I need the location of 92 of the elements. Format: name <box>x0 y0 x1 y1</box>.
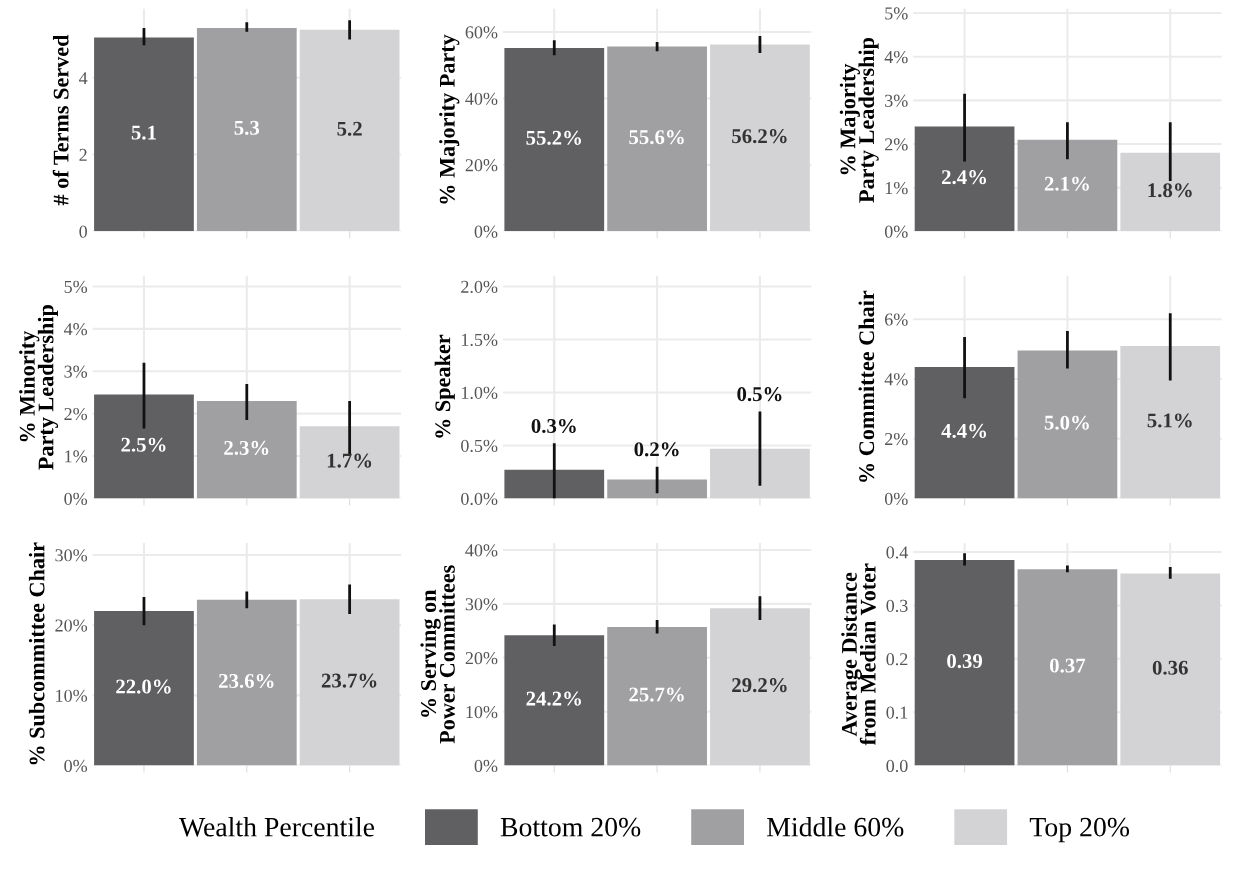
y-tick-label: 0% <box>474 759 498 773</box>
y-axis-title: Average Distance from Median Voter <box>841 563 876 746</box>
data-label: 2.1% <box>1044 176 1089 191</box>
data-label: 23.7% <box>321 673 377 688</box>
legend-label: Top 20% <box>1029 817 1130 843</box>
y-tick-label: 0% <box>64 759 88 773</box>
y-tick-label: 20% <box>465 652 498 665</box>
data-label: 0.2% <box>634 442 679 457</box>
y-tick-label: 30% <box>465 598 498 611</box>
y-tick-label: 2% <box>885 138 908 151</box>
legend-title: Wealth Percentile <box>179 816 375 837</box>
data-label: 0.37 <box>1049 658 1086 673</box>
y-tick-label: 3% <box>885 94 908 107</box>
y-tick-label: 0.5% <box>461 439 498 452</box>
y-tick-label: 0% <box>884 492 908 505</box>
y-tick-label: 0 <box>79 225 87 238</box>
data-label: 56.2% <box>732 129 787 144</box>
data-label: 24.2% <box>526 691 581 706</box>
y-axis-title: # of Terms Served <box>52 34 69 206</box>
data-label: 5.2 <box>337 121 362 136</box>
y-axis-title: % Majority Party Leadership <box>839 37 879 203</box>
y-axis-title: % Speaker <box>434 334 455 438</box>
y-axis-title: % Majority Party <box>439 34 460 204</box>
y-tick-label: 0.0 <box>886 759 908 773</box>
y-tick-label: 1% <box>65 450 88 463</box>
y-tick-label: 2.0% <box>461 280 498 293</box>
y-tick-label: 40% <box>465 92 498 105</box>
y-tick-label: 4% <box>884 373 908 386</box>
y-tick-label: 5% <box>64 280 88 293</box>
y-tick-label: 0.3 <box>886 599 908 612</box>
data-label: 1.8% <box>1148 183 1192 198</box>
data-label: 5.1 <box>131 125 156 140</box>
y-tick-label: 0.1 <box>886 706 908 719</box>
y-tick-label: 20% <box>55 619 88 632</box>
data-label: 0.5% <box>737 387 782 402</box>
y-axis-title: % Minority Party Leadership <box>19 305 59 470</box>
data-label: 25.7% <box>629 687 684 702</box>
y-tick-label: 6% <box>885 313 908 326</box>
bar <box>1017 569 1118 766</box>
bar <box>914 560 1015 766</box>
y-tick-label: 4% <box>884 50 908 64</box>
data-label: 2.4% <box>942 170 987 185</box>
y-tick-label: 0.0% <box>461 492 498 505</box>
data-label: 0.39 <box>947 653 983 669</box>
bar <box>196 400 297 499</box>
y-tick-label: 3% <box>64 365 88 378</box>
data-label: 55.2% <box>526 130 581 145</box>
data-label: 2.3% <box>224 440 269 455</box>
y-tick-label: 1% <box>885 181 908 195</box>
bar <box>607 479 707 499</box>
bar <box>607 627 707 766</box>
y-tick-label: 5% <box>885 7 908 20</box>
y-tick-label: 2 <box>79 148 87 161</box>
y-tick-label: 1.5% <box>461 333 498 346</box>
data-label: 23.6% <box>219 673 274 689</box>
y-tick-label: 0.2 <box>886 653 908 666</box>
y-tick-label: 2% <box>885 432 908 446</box>
y-tick-label: 60% <box>465 26 498 39</box>
data-label: 55.6% <box>629 130 684 145</box>
y-tick-label: 4% <box>63 323 88 336</box>
bar <box>94 394 194 499</box>
bar <box>914 126 1015 232</box>
data-label: 0.3% <box>531 418 576 434</box>
y-tick-label: 10% <box>56 689 88 702</box>
bar <box>504 635 605 766</box>
y-tick-label: 2% <box>64 407 88 421</box>
data-label: 0.36 <box>1152 660 1188 675</box>
y-tick-label: 20% <box>465 159 498 172</box>
y-tick-label: 0.4 <box>886 546 909 559</box>
y-axis-title: % Committee Chair <box>858 290 875 482</box>
y-axis-title: % Subcommittee Chair <box>28 542 45 765</box>
y-tick-label: 1.0% <box>461 386 498 399</box>
bar <box>1017 139 1118 232</box>
y-tick-label: 40% <box>465 544 498 557</box>
data-label: 5.1% <box>1147 413 1192 428</box>
data-label: 1.7% <box>327 453 372 468</box>
y-tick-label: 0% <box>474 225 498 238</box>
data-label: 2.5% <box>121 437 166 452</box>
y-tick-label: 10% <box>466 705 498 719</box>
legend-label: Middle 60% <box>767 816 904 837</box>
y-tick-label: 4 <box>79 72 88 85</box>
y-tick-label: 0% <box>64 492 88 505</box>
data-label: 4.4% <box>941 423 987 439</box>
data-label: 22.0% <box>116 679 171 694</box>
data-label: 5.3 <box>234 120 260 135</box>
bar <box>504 469 605 499</box>
legend-label: Bottom 20% <box>500 817 641 837</box>
data-label: 29.2% <box>732 678 787 693</box>
data-label: 5.0% <box>1044 415 1089 430</box>
y-axis-title: % Serving on Power Committees <box>420 565 455 744</box>
y-tick-label: 0% <box>884 225 908 238</box>
y-tick-label: 30% <box>55 549 88 562</box>
